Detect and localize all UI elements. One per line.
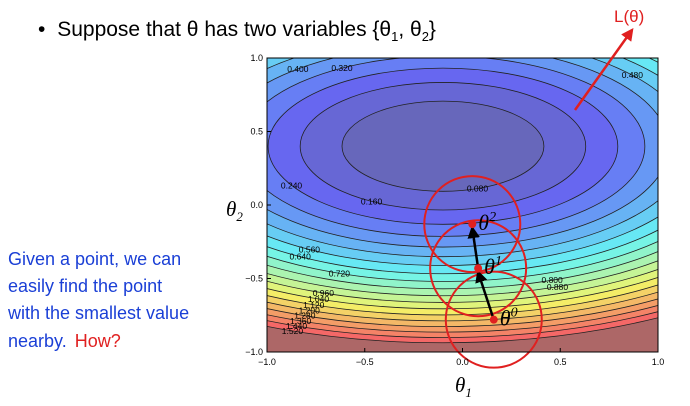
y-tick-label: 0.5 — [250, 127, 263, 137]
x-tick-label: −0.5 — [356, 357, 374, 367]
contour-label: 0.960 — [313, 288, 335, 298]
side-line: Given a point, we can — [8, 249, 181, 269]
point-symbol: θ — [500, 306, 511, 331]
heading-text: , θ — [398, 18, 421, 41]
contour-label: 0.560 — [299, 245, 321, 255]
contour-label: 0.240 — [281, 180, 303, 190]
contour-label: 0.720 — [329, 268, 351, 278]
x-label: θ1 — [455, 373, 472, 400]
heading-text: Suppose that θ has two variables {θ — [57, 18, 391, 41]
contour-area: 0.080 0.160 0.240 0.320 0.400 0.480 0.5600.640… — [267, 58, 658, 352]
loss-label: L(θ) — [614, 7, 644, 26]
point-symbol: θ — [484, 254, 495, 279]
point-label: θ2 — [478, 210, 496, 235]
contour-line — [341, 100, 545, 192]
side-line: with the smallest value — [7, 303, 189, 323]
subscript: 2 — [422, 29, 429, 44]
subscript: 1 — [391, 29, 398, 44]
y-tick-label: −0.5 — [245, 274, 263, 284]
contour-label: 0.320 — [331, 63, 353, 73]
point — [489, 315, 498, 324]
point — [474, 264, 483, 273]
neighborhood-circle — [429, 219, 528, 318]
y-label: θ2 — [226, 197, 243, 224]
point-label: θ0 — [500, 306, 518, 331]
neighborhood-circle — [423, 175, 522, 274]
side-line: nearby. How? — [8, 331, 121, 351]
contour-label: 0.640 — [290, 252, 312, 262]
contour-label: 0.480 — [622, 70, 644, 80]
x-label-symbol: θ — [455, 373, 465, 397]
contour-label: 0.880 — [547, 282, 569, 292]
heading: • Suppose that θ has two variables {θ1, … — [38, 18, 436, 44]
x-tick-label: 0.5 — [554, 357, 567, 367]
bullet: • — [38, 18, 45, 41]
point — [468, 220, 477, 229]
step-arrow — [467, 225, 480, 269]
y-tick-label: 0.0 — [250, 200, 263, 210]
side-line: nearby. — [8, 331, 67, 351]
point-sup: 0 — [511, 306, 518, 321]
step-arrow — [475, 269, 495, 321]
y-label-sub: 2 — [236, 209, 243, 224]
point-sup: 2 — [489, 210, 496, 225]
y-tick-label: −1.0 — [245, 347, 263, 357]
side-line: easily find the point — [8, 276, 162, 296]
contour-label: 0.800 — [541, 275, 563, 285]
x-tick-label: 0.0 — [456, 357, 469, 367]
contour-label: 1.520 — [282, 326, 304, 336]
y-label-symbol: θ — [226, 197, 236, 221]
point-sup: 1 — [495, 254, 502, 269]
y-tick-label: 1.0 — [250, 53, 263, 63]
contour-label: 1.200 — [299, 305, 321, 315]
loss-arrow — [573, 27, 634, 111]
contour-label: 0.080 — [467, 184, 489, 194]
contour-label: 1.440 — [286, 321, 308, 331]
neighborhood-circle — [444, 270, 543, 369]
point-symbol: θ — [478, 210, 489, 235]
question: How? — [75, 331, 121, 351]
x-tick-label: −1.0 — [258, 357, 276, 367]
contour-label: 1.120 — [303, 300, 325, 310]
side-text: Given a point, we can easily find the po… — [7, 249, 189, 351]
contour-label: 1.280 — [294, 311, 316, 321]
contour-label: 1.360 — [290, 316, 312, 326]
x-tick-label: 1.0 — [652, 357, 665, 367]
point-label: θ1 — [484, 254, 502, 279]
contour-label: 1.040 — [308, 294, 330, 304]
contour-label: 0.400 — [287, 64, 309, 74]
contour-label: 0.160 — [361, 196, 383, 206]
heading-text: } — [429, 18, 436, 41]
x-label-sub: 1 — [465, 385, 472, 400]
